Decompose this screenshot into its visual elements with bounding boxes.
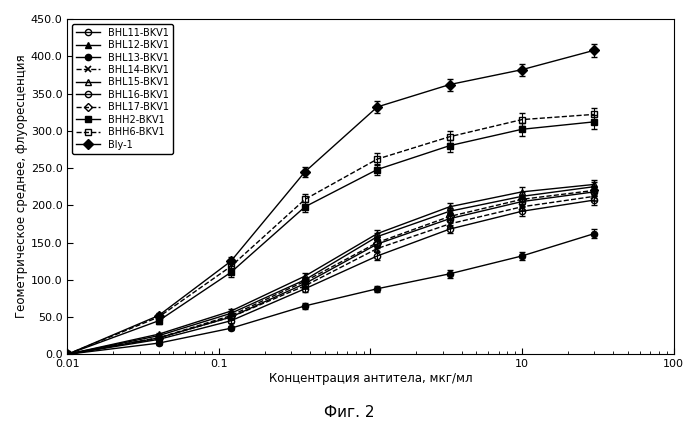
Legend: BHL11-BKV1, BHL12-BKV1, BHL13-BKV1, BHL14-BKV1, BHL15-BKV1, BHL16-BKV1, BHL17-BK: BHL11-BKV1, BHL12-BKV1, BHL13-BKV1, BHL1… [72, 24, 173, 154]
X-axis label: Концентрация антитела, мкг/мл: Концентрация антитела, мкг/мл [268, 372, 473, 385]
Text: Фиг. 2: Фиг. 2 [324, 405, 375, 420]
Y-axis label: Геометрическое среднее, флуоресценция: Геометрическое среднее, флуоресценция [15, 55, 28, 318]
